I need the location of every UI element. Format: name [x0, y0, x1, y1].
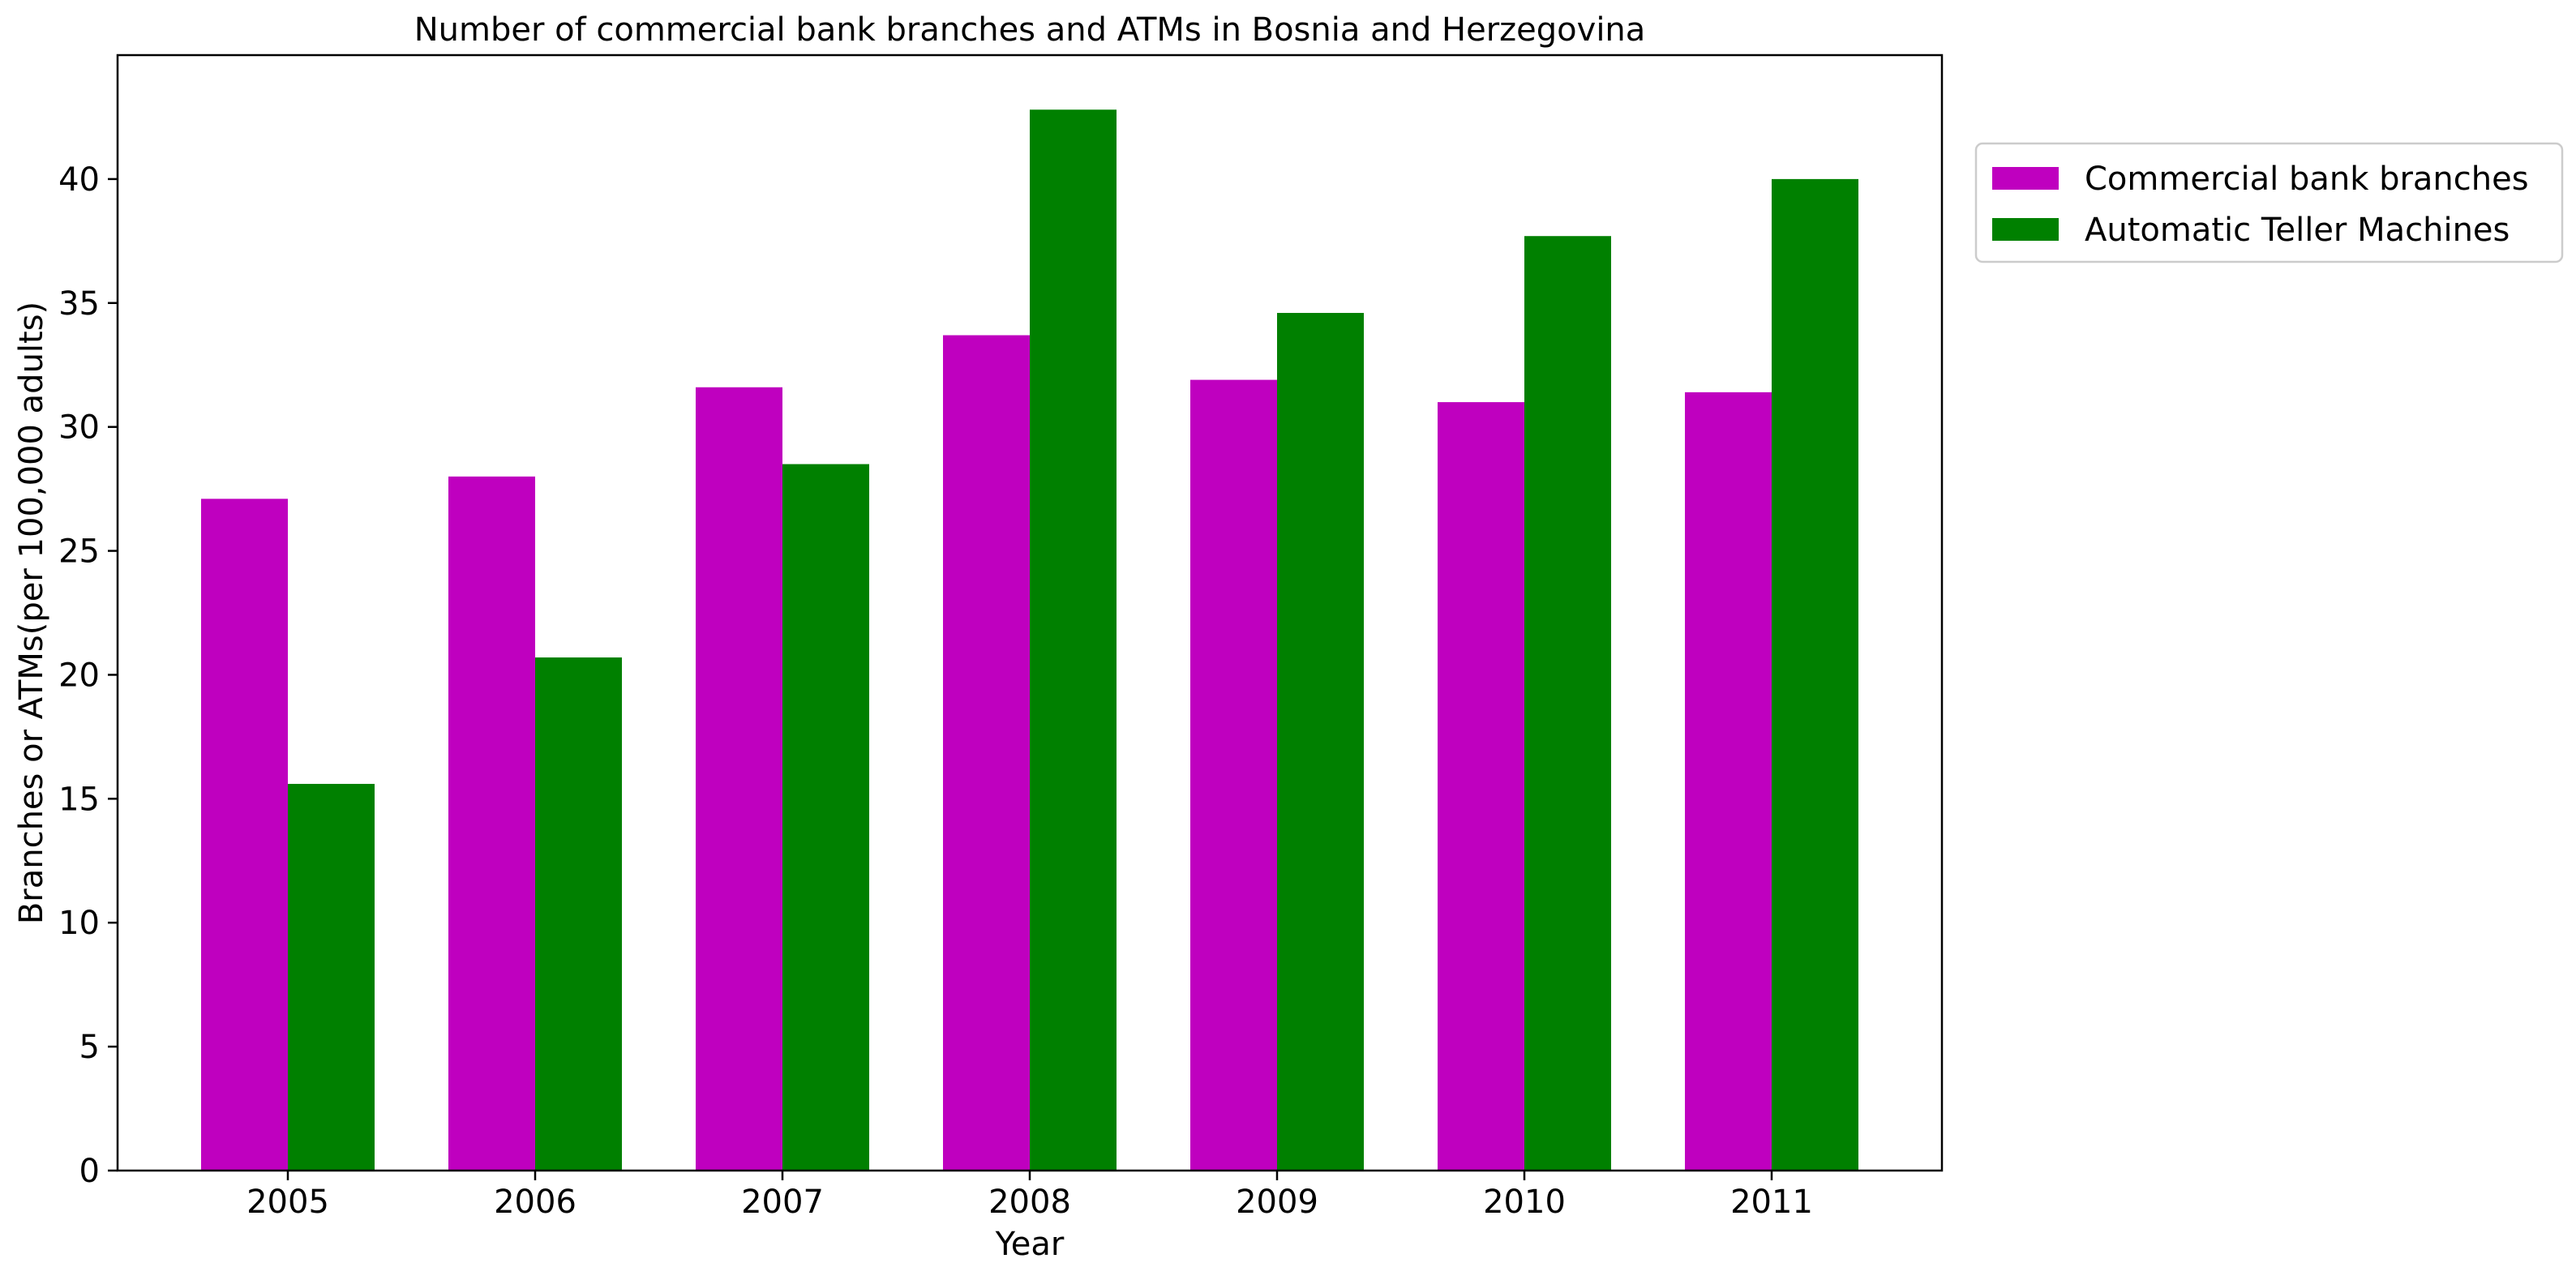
y-tick-label: 0 — [79, 1153, 100, 1190]
chart-title: Number of commercial bank branches and A… — [414, 11, 1646, 49]
y-tick-label: 5 — [79, 1029, 100, 1066]
x-axis-label: Year — [995, 1226, 1065, 1263]
x-tick-label: 2005 — [246, 1184, 329, 1221]
x-tick-label: 2011 — [1730, 1184, 1813, 1221]
legend-label: Commercial bank branches — [2085, 161, 2529, 198]
branches-bar-2011 — [1685, 392, 1772, 1171]
atm-bar-2010 — [1524, 236, 1611, 1171]
legend-swatch — [1992, 218, 2059, 241]
y-tick-label: 30 — [58, 409, 100, 447]
branches-bar-2007 — [696, 387, 782, 1171]
y-tick-label: 10 — [58, 905, 100, 942]
axes-layer: 0 5 10 15 20 25 30 35 40 2005 2006 2007 2008 2009 2010… — [58, 54, 1944, 1221]
atm-bar-2008 — [1030, 109, 1117, 1171]
bars-layer — [201, 109, 1858, 1171]
x-tick-label: 2006 — [494, 1184, 576, 1221]
legend-box — [1974, 142, 2564, 263]
y-tick-label: 20 — [58, 657, 100, 694]
atm-bar-2009 — [1277, 313, 1364, 1171]
branches-bar-2009 — [1190, 379, 1277, 1171]
atm-bar-2006 — [535, 657, 622, 1171]
y-tick-label: 15 — [58, 781, 100, 818]
branches-bar-2005 — [201, 499, 288, 1171]
y-tick-label: 40 — [58, 161, 100, 199]
legend-swatch — [1992, 167, 2059, 190]
y-axis-label: Branches or ATMs(per 100,000 adults) — [13, 302, 50, 924]
legend: Commercial bank branches Automatic Teller… — [1974, 142, 2564, 263]
x-tick-label: 2010 — [1483, 1184, 1566, 1221]
legend-label: Automatic Teller Machines — [2085, 212, 2510, 249]
atm-bar-2007 — [782, 464, 869, 1171]
x-tick-label: 2009 — [1236, 1184, 1318, 1221]
branches-bar-2006 — [448, 476, 535, 1171]
branches-bar-2008 — [943, 335, 1030, 1171]
x-tick-label: 2008 — [988, 1184, 1071, 1221]
atm-bar-2011 — [1772, 178, 1858, 1171]
branches-bar-2010 — [1438, 402, 1524, 1171]
atm-bar-2005 — [288, 783, 375, 1171]
y-tick-label: 35 — [58, 285, 100, 323]
y-tick-label: 25 — [58, 533, 100, 571]
x-tick-label: 2007 — [741, 1184, 824, 1221]
